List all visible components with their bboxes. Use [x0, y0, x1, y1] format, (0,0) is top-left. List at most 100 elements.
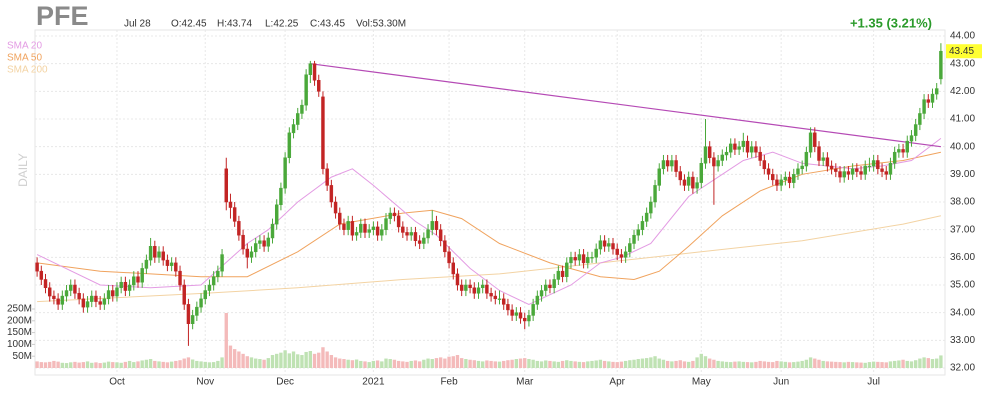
candle-body: [144, 259, 149, 269]
candle-body: [821, 157, 825, 161]
volume-bar: [182, 358, 186, 368]
volume-bar: [796, 361, 800, 368]
candle-body: [140, 268, 144, 283]
candle-body: [300, 104, 304, 114]
x-tick-label: Dec: [276, 377, 294, 388]
candle-body: [573, 257, 577, 261]
volume-bar: [90, 362, 94, 368]
candle-body: [94, 295, 98, 302]
volume-bar: [216, 360, 220, 368]
volume-bar: [821, 360, 825, 368]
volume-bar: [804, 359, 809, 368]
candle-body: [813, 132, 817, 147]
candle-body: [808, 132, 813, 153]
volume-bar: [451, 356, 455, 368]
volume-bar: [287, 353, 292, 368]
candle-body: [590, 257, 594, 259]
candle-body: [775, 179, 779, 186]
candle-body: [750, 146, 754, 153]
volume-bar: [468, 359, 472, 368]
candle-body: [312, 63, 317, 81]
volume-bar: [291, 351, 296, 368]
volume-bar: [779, 361, 783, 368]
candle-body: [922, 99, 926, 114]
candle-body: [934, 88, 939, 95]
volume-bar: [792, 362, 796, 368]
price-label-box: [946, 44, 982, 59]
candle-body: [220, 254, 224, 272]
sma-line: [37, 215, 942, 303]
volume-bar: [665, 360, 670, 368]
candle-body: [926, 99, 931, 103]
volume-bar: [48, 361, 52, 368]
volume-bar: [510, 359, 514, 368]
candle-body: [73, 284, 77, 294]
volume-bar: [136, 361, 140, 368]
candle-body: [363, 223, 367, 233]
volume-bar: [825, 361, 830, 368]
volume-bar: [724, 361, 729, 368]
volume-bar: [493, 361, 497, 368]
candle-body: [623, 251, 628, 258]
candle-body: [287, 132, 292, 158]
volume-bar: [918, 358, 922, 368]
volume-bar: [842, 362, 846, 368]
volume-bar: [930, 359, 935, 368]
x-tick-label: May: [692, 377, 711, 388]
candle-body: [85, 301, 90, 308]
candle-body: [560, 270, 565, 277]
volume-bar: [207, 362, 212, 368]
candle-body: [602, 240, 607, 247]
candle-body: [569, 257, 573, 264]
volume-bar: [417, 361, 422, 368]
volume-bar: [405, 361, 409, 368]
y-tick-label: 39.00: [950, 169, 975, 180]
volume-bar: [203, 361, 207, 368]
candle-body: [476, 287, 481, 294]
volume-bar: [703, 356, 708, 368]
volume-bar: [808, 357, 813, 368]
volume-bar: [544, 360, 548, 368]
volume-bar: [733, 361, 737, 368]
candle-body: [388, 212, 392, 219]
volume-bar: [388, 359, 392, 368]
volume-bar: [888, 361, 893, 368]
candle-body: [468, 284, 472, 289]
header-high: H:43.74: [217, 19, 252, 30]
volume-bar: [602, 360, 607, 368]
volume-bar: [686, 361, 691, 368]
volume-bar: [464, 359, 468, 368]
volume-bar: [628, 360, 632, 368]
candle-body: [438, 229, 443, 241]
volume-bar: [43, 362, 48, 368]
candle-body: [531, 304, 535, 316]
volume-bar: [363, 361, 367, 368]
candle-body: [678, 171, 682, 181]
candle-body: [413, 232, 418, 241]
x-tick-label: Jun: [773, 377, 789, 388]
volume-bar: [232, 349, 237, 368]
volume-bar: [165, 362, 170, 368]
candle-body: [640, 221, 645, 230]
candle-body: [392, 212, 397, 217]
x-tick-label: Mar: [516, 377, 534, 388]
candle-body: [615, 248, 619, 255]
candle-body: [199, 298, 203, 308]
candle-body: [598, 240, 603, 250]
volume-bar: [346, 359, 350, 368]
volume-bar: [350, 360, 355, 368]
volume-bar: [817, 359, 821, 368]
volume-bar: [586, 361, 590, 368]
candle-body: [871, 160, 876, 167]
candle-body: [464, 284, 468, 291]
volume-bar: [455, 355, 460, 368]
volume-bar: [367, 362, 371, 368]
candle-body: [216, 270, 220, 277]
volume-tick-label: 50M: [13, 351, 32, 362]
candle-body: [304, 74, 308, 106]
legend-entry: SMA 20: [7, 41, 42, 52]
volume-bar: [834, 361, 838, 368]
volume-bar: [497, 361, 502, 368]
volume-bar: [384, 358, 388, 368]
